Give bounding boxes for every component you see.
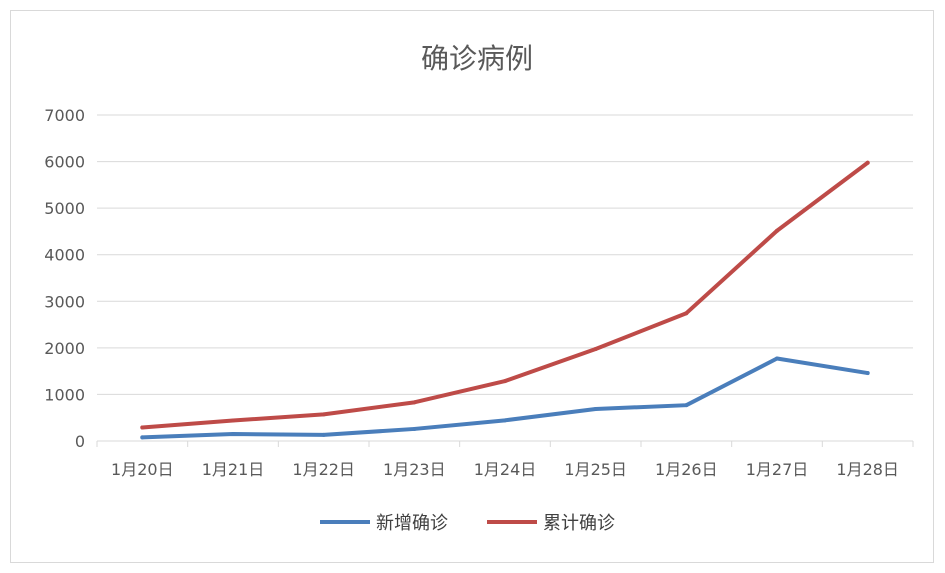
data-point [593, 347, 598, 352]
x-tick-label: 1月22日 [292, 460, 355, 479]
y-tick-label: 6000 [44, 153, 85, 172]
data-point [684, 403, 689, 408]
y-tick-label: 7000 [44, 106, 85, 125]
data-point [503, 379, 507, 384]
data-point [775, 228, 779, 233]
data-point [593, 406, 598, 411]
y-tick-label: 5000 [44, 199, 85, 218]
data-point [231, 432, 235, 437]
data-point [140, 435, 145, 440]
y-tick-label: 0 [75, 432, 85, 451]
data-point [231, 418, 235, 423]
gridlines [97, 114, 913, 395]
y-axis-ticks: 0 1000 2000 3000 4000 5000 6000 7000 [44, 106, 85, 451]
y-tick-label: 2000 [44, 339, 85, 358]
legend-label: 新增确诊 [376, 513, 448, 534]
y-tick-label: 1000 [44, 385, 85, 404]
x-tick-label: 1月24日 [474, 460, 537, 479]
y-tick-label: 3000 [44, 292, 85, 311]
chart-frame [10, 10, 934, 563]
data-point [140, 425, 145, 430]
series-lines [140, 160, 870, 440]
legend-label: 累计确诊 [543, 513, 615, 534]
data-point [412, 426, 417, 431]
legend: 新增确诊 累计确诊 [320, 513, 615, 534]
data-point [321, 432, 326, 437]
x-tick-label: 1月25日 [564, 460, 627, 479]
series-line-1 [140, 160, 870, 430]
chart-title: 确诊病例 [421, 42, 533, 75]
x-tick-label: 1月28日 [836, 460, 899, 479]
x-axis: 1月20日 1月21日 1月22日 1月23日 1月24日 1月25日 1月26日 1月27日… [96, 440, 914, 479]
y-tick-label: 4000 [44, 246, 85, 265]
x-tick-label: 1月27日 [746, 460, 809, 479]
x-tick-label: 1月20日 [111, 460, 174, 479]
x-tick-label: 1月23日 [383, 460, 446, 479]
data-point [321, 412, 326, 417]
x-tick-label: 1月26日 [655, 460, 718, 479]
data-point [503, 418, 507, 423]
data-point [412, 400, 417, 405]
series-line-0 [140, 356, 870, 440]
data-point [865, 371, 870, 376]
data-point [775, 356, 779, 361]
x-tick-label: 1月21日 [202, 460, 265, 479]
data-point [865, 160, 870, 165]
data-point [684, 311, 689, 316]
